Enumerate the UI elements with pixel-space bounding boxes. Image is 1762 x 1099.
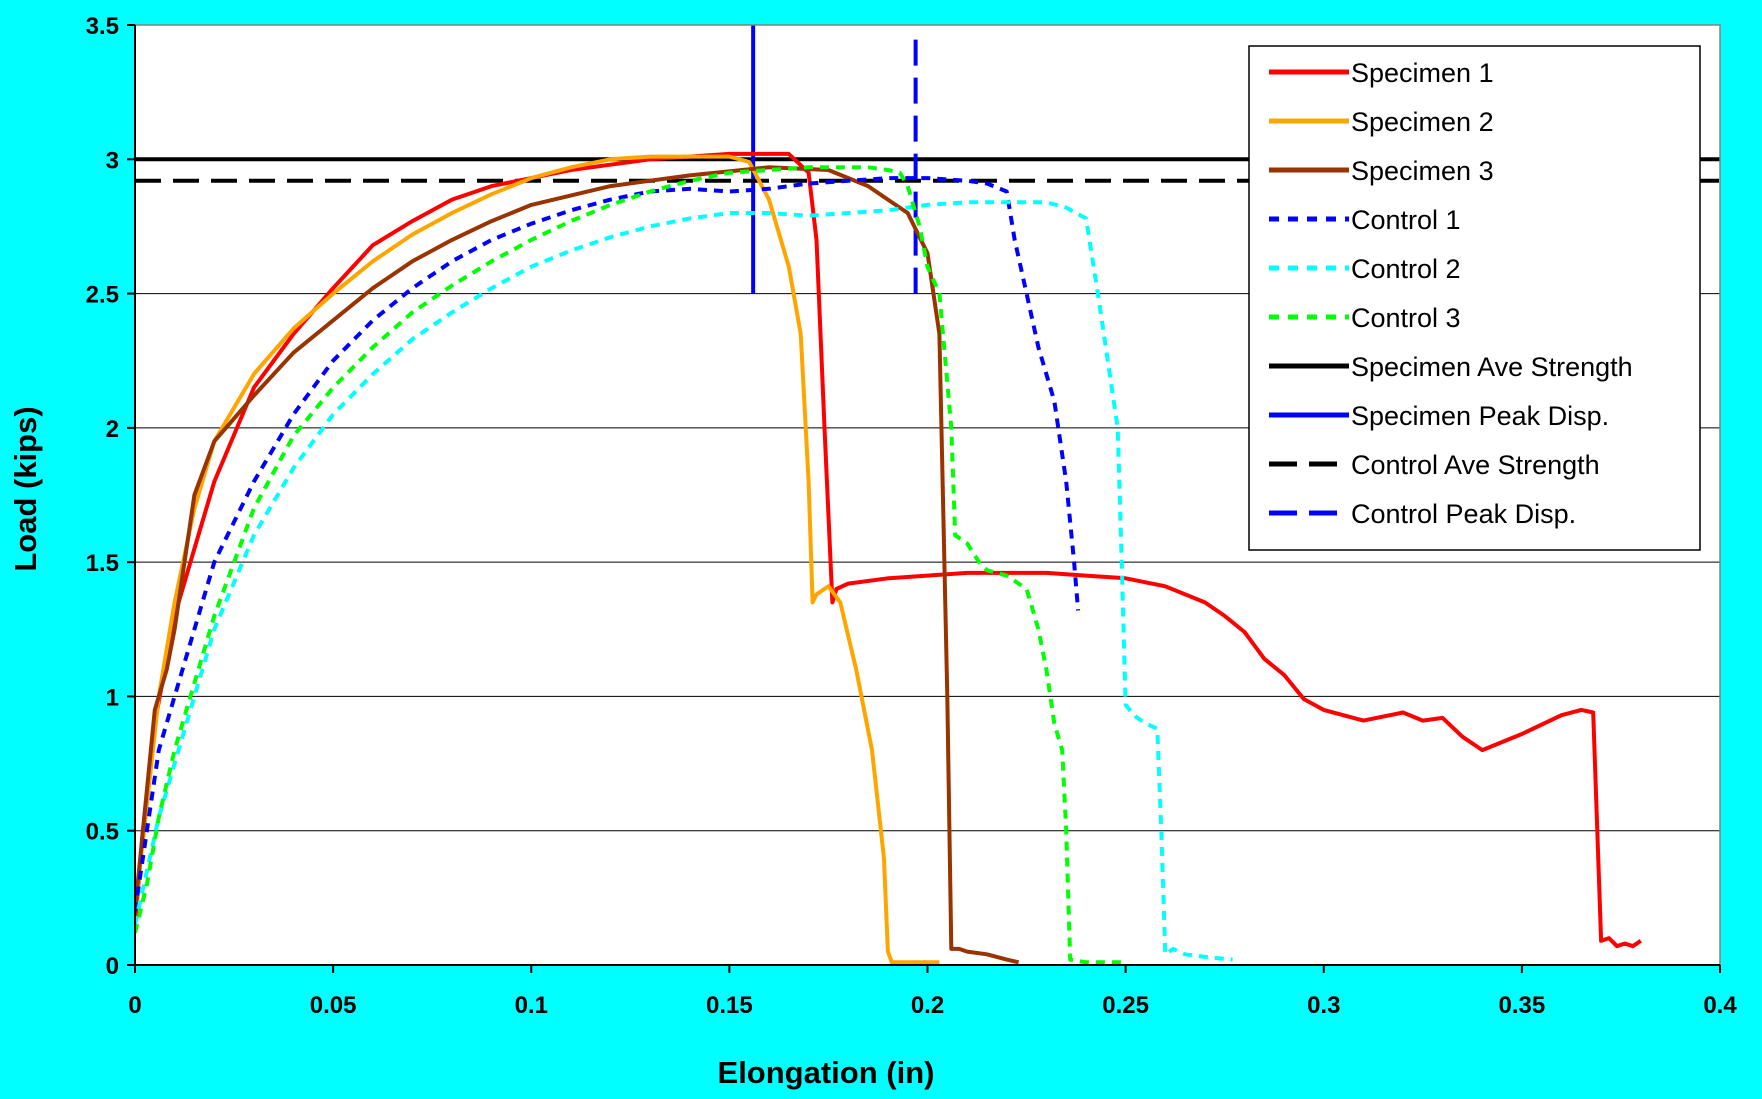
legend-label: Control 3 (1351, 303, 1461, 333)
series-line (135, 154, 940, 965)
y-tick-label: 0 (106, 953, 119, 980)
x-tick-label: 0.05 (310, 992, 357, 1019)
x-tick-label: 0.15 (706, 992, 753, 1019)
x-tick-label: 0.2 (911, 992, 944, 1019)
legend-label: Specimen 2 (1351, 107, 1494, 137)
series-line (135, 200, 1233, 962)
x-axis-label: Elongation (in) (718, 1055, 935, 1090)
y-tick-label: 3 (106, 147, 119, 174)
y-tick-label: 2 (106, 416, 119, 443)
x-tick-label: 0.1 (515, 992, 548, 1019)
x-tick-label: 0 (128, 992, 141, 1019)
y-tick-label: 2.5 (86, 282, 119, 309)
legend-label: Specimen 1 (1351, 58, 1494, 88)
legend-label: Control Peak Disp. (1351, 499, 1576, 529)
series-line (135, 151, 1642, 949)
y-tick-label: 1.5 (86, 550, 119, 577)
y-tick-label: 1 (106, 684, 119, 711)
series-lines (135, 151, 1642, 965)
legend-label: Control 2 (1351, 254, 1461, 284)
series-line (135, 165, 1020, 965)
legend-label: Control 1 (1351, 205, 1461, 235)
legend: Specimen 1 Specimen 2 Specimen 3 Control 1 C… (1248, 45, 1701, 551)
y-tick-label: 0.5 (86, 819, 119, 846)
y-axis-label: Load (kips) (8, 406, 43, 571)
x-tick-label: 0.35 (1499, 992, 1546, 1019)
legend-label: Specimen 3 (1351, 156, 1494, 186)
series-line (135, 176, 1081, 912)
legend-label: Specimen Peak Disp. (1351, 401, 1609, 431)
axes: 0 0.5 1 1.5 2 2.5 3 3.5 0 0.05 0.1 0.15 0.2 0.25 0.3 0.… (86, 13, 1738, 1019)
legend-label: Control Ave Strength (1351, 450, 1600, 480)
series-line (135, 165, 1126, 965)
x-tick-label: 0.3 (1307, 992, 1340, 1019)
x-tick-label: 0.25 (1102, 992, 1149, 1019)
x-tick-label: 0.4 (1703, 992, 1737, 1019)
legend-label: Specimen Ave Strength (1351, 352, 1633, 382)
y-tick-label: 3.5 (86, 13, 119, 40)
